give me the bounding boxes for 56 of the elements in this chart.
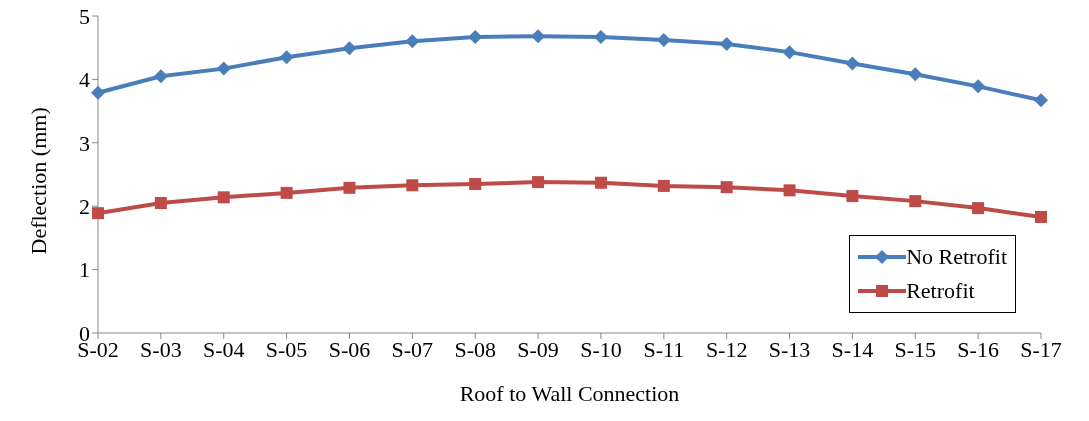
point — [657, 179, 670, 192]
x-tick-label: S-06 — [328, 336, 371, 362]
point — [972, 202, 985, 215]
x-tick-label: S-10 — [580, 336, 622, 362]
x-tick-label: S-14 — [831, 336, 874, 362]
legend-label: Retrofit — [906, 278, 975, 304]
point — [343, 181, 356, 194]
point — [468, 29, 483, 44]
point — [280, 186, 293, 199]
x-tick-label: S-07 — [391, 336, 434, 362]
y-tick-label: 4 — [79, 67, 90, 93]
x-tick-label: S-16 — [957, 336, 999, 362]
point — [783, 184, 796, 197]
y-tick-label: 1 — [79, 257, 90, 283]
x-tick-label: S-03 — [140, 336, 182, 362]
point — [971, 79, 986, 94]
x-tick-label: S-09 — [517, 336, 559, 362]
x-tick-label: S-17 — [1020, 336, 1062, 362]
point — [92, 207, 104, 220]
point — [279, 50, 294, 65]
point — [1035, 210, 1047, 223]
x-tick-label: S-05 — [265, 336, 308, 362]
point — [720, 181, 733, 194]
point — [154, 197, 167, 210]
y-tick-label: 5 — [79, 3, 90, 29]
point — [217, 191, 230, 204]
point — [216, 61, 231, 76]
y-tick-label: 3 — [79, 130, 90, 156]
point — [469, 178, 482, 191]
x-tick-label: S-04 — [202, 336, 245, 362]
legend-label: No Retrofit — [906, 244, 1007, 270]
point — [845, 56, 860, 71]
x-tick-label: S-11 — [643, 336, 685, 362]
y-tick-label: 2 — [79, 194, 90, 220]
point — [91, 85, 105, 100]
point — [782, 45, 797, 60]
x-tick-label: S-12 — [705, 336, 748, 362]
point — [532, 176, 545, 189]
y-axis-title: Deflection (mm) — [25, 107, 51, 255]
point — [593, 29, 608, 44]
point — [719, 36, 734, 51]
point — [908, 67, 923, 82]
x-tick-label: S-08 — [454, 336, 496, 362]
x-tick-label: S-15 — [894, 336, 937, 362]
point — [909, 195, 922, 208]
point — [594, 176, 607, 189]
point — [406, 179, 419, 192]
x-tick-label: S-13 — [768, 336, 811, 362]
point — [531, 29, 546, 44]
point — [405, 34, 420, 49]
point — [153, 69, 168, 84]
point — [656, 33, 671, 48]
point — [342, 41, 357, 56]
point — [1034, 93, 1048, 108]
point — [846, 190, 859, 203]
x-axis-title: Roof to Wall Connection — [459, 381, 680, 406]
